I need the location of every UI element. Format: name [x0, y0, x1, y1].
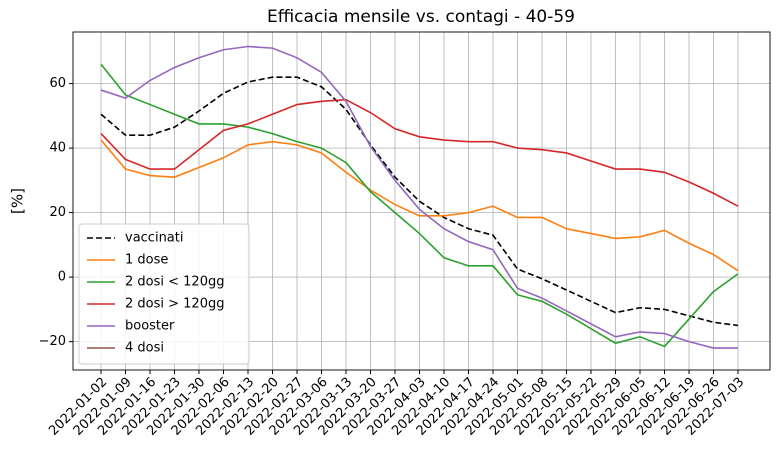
series-line: [100, 98, 739, 207]
series-line: [100, 76, 739, 327]
legend: vaccinati 1 dose 2 dosi < 120gg 2 dosi > 12…: [78, 223, 250, 365]
legend-label: vaccinati: [125, 231, 183, 246]
plot-frame: [72, 31, 771, 371]
series-line: [100, 63, 739, 348]
series-line: [100, 139, 739, 272]
chart-title: Efficacia mensile vs. contagi - 40-59: [267, 7, 575, 27]
y-tick-label: 40: [49, 141, 66, 156]
y-axis-label: [%]: [9, 188, 27, 214]
legend-label: 2 dosi < 120gg: [125, 275, 224, 290]
series-line: [100, 45, 738, 349]
legend-label: 2 dosi > 120gg: [125, 297, 224, 312]
y-tick-label: 0: [58, 270, 66, 285]
legend-label: booster: [125, 319, 175, 334]
legend-label: 4 dosi: [125, 341, 164, 356]
y-tick-label: 20: [49, 205, 66, 220]
y-tick-label: 60: [49, 76, 66, 91]
y-tick-label: −20: [39, 334, 66, 349]
legend-box: [78, 223, 250, 365]
legend-label: 1 dose: [125, 253, 168, 268]
